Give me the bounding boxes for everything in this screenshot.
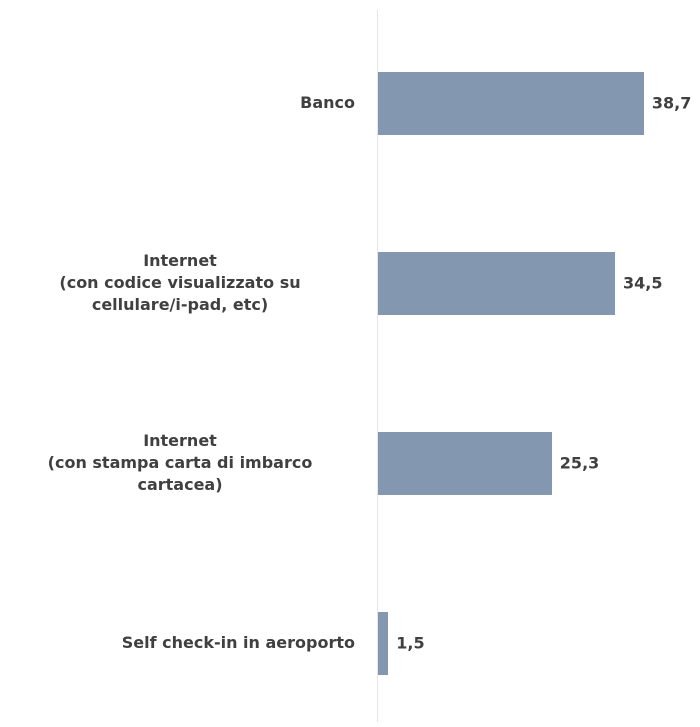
value-label: 1,5 xyxy=(396,633,425,653)
value-label: 38,7 xyxy=(651,93,692,113)
bar xyxy=(378,71,644,135)
value-label: 34,5 xyxy=(623,273,663,293)
bar xyxy=(378,611,389,675)
value-label: 25,3 xyxy=(559,453,600,473)
category-label: Banco xyxy=(300,93,355,112)
category-axis xyxy=(377,10,378,722)
category-label: Internet (con stampa carta di imbarco ca… xyxy=(47,431,313,494)
category-label: Self check-in in aeroporto xyxy=(121,633,355,652)
bar xyxy=(378,431,552,495)
bar xyxy=(378,251,615,315)
category-label: Internet (con codice visualizzato su cel… xyxy=(59,251,301,314)
